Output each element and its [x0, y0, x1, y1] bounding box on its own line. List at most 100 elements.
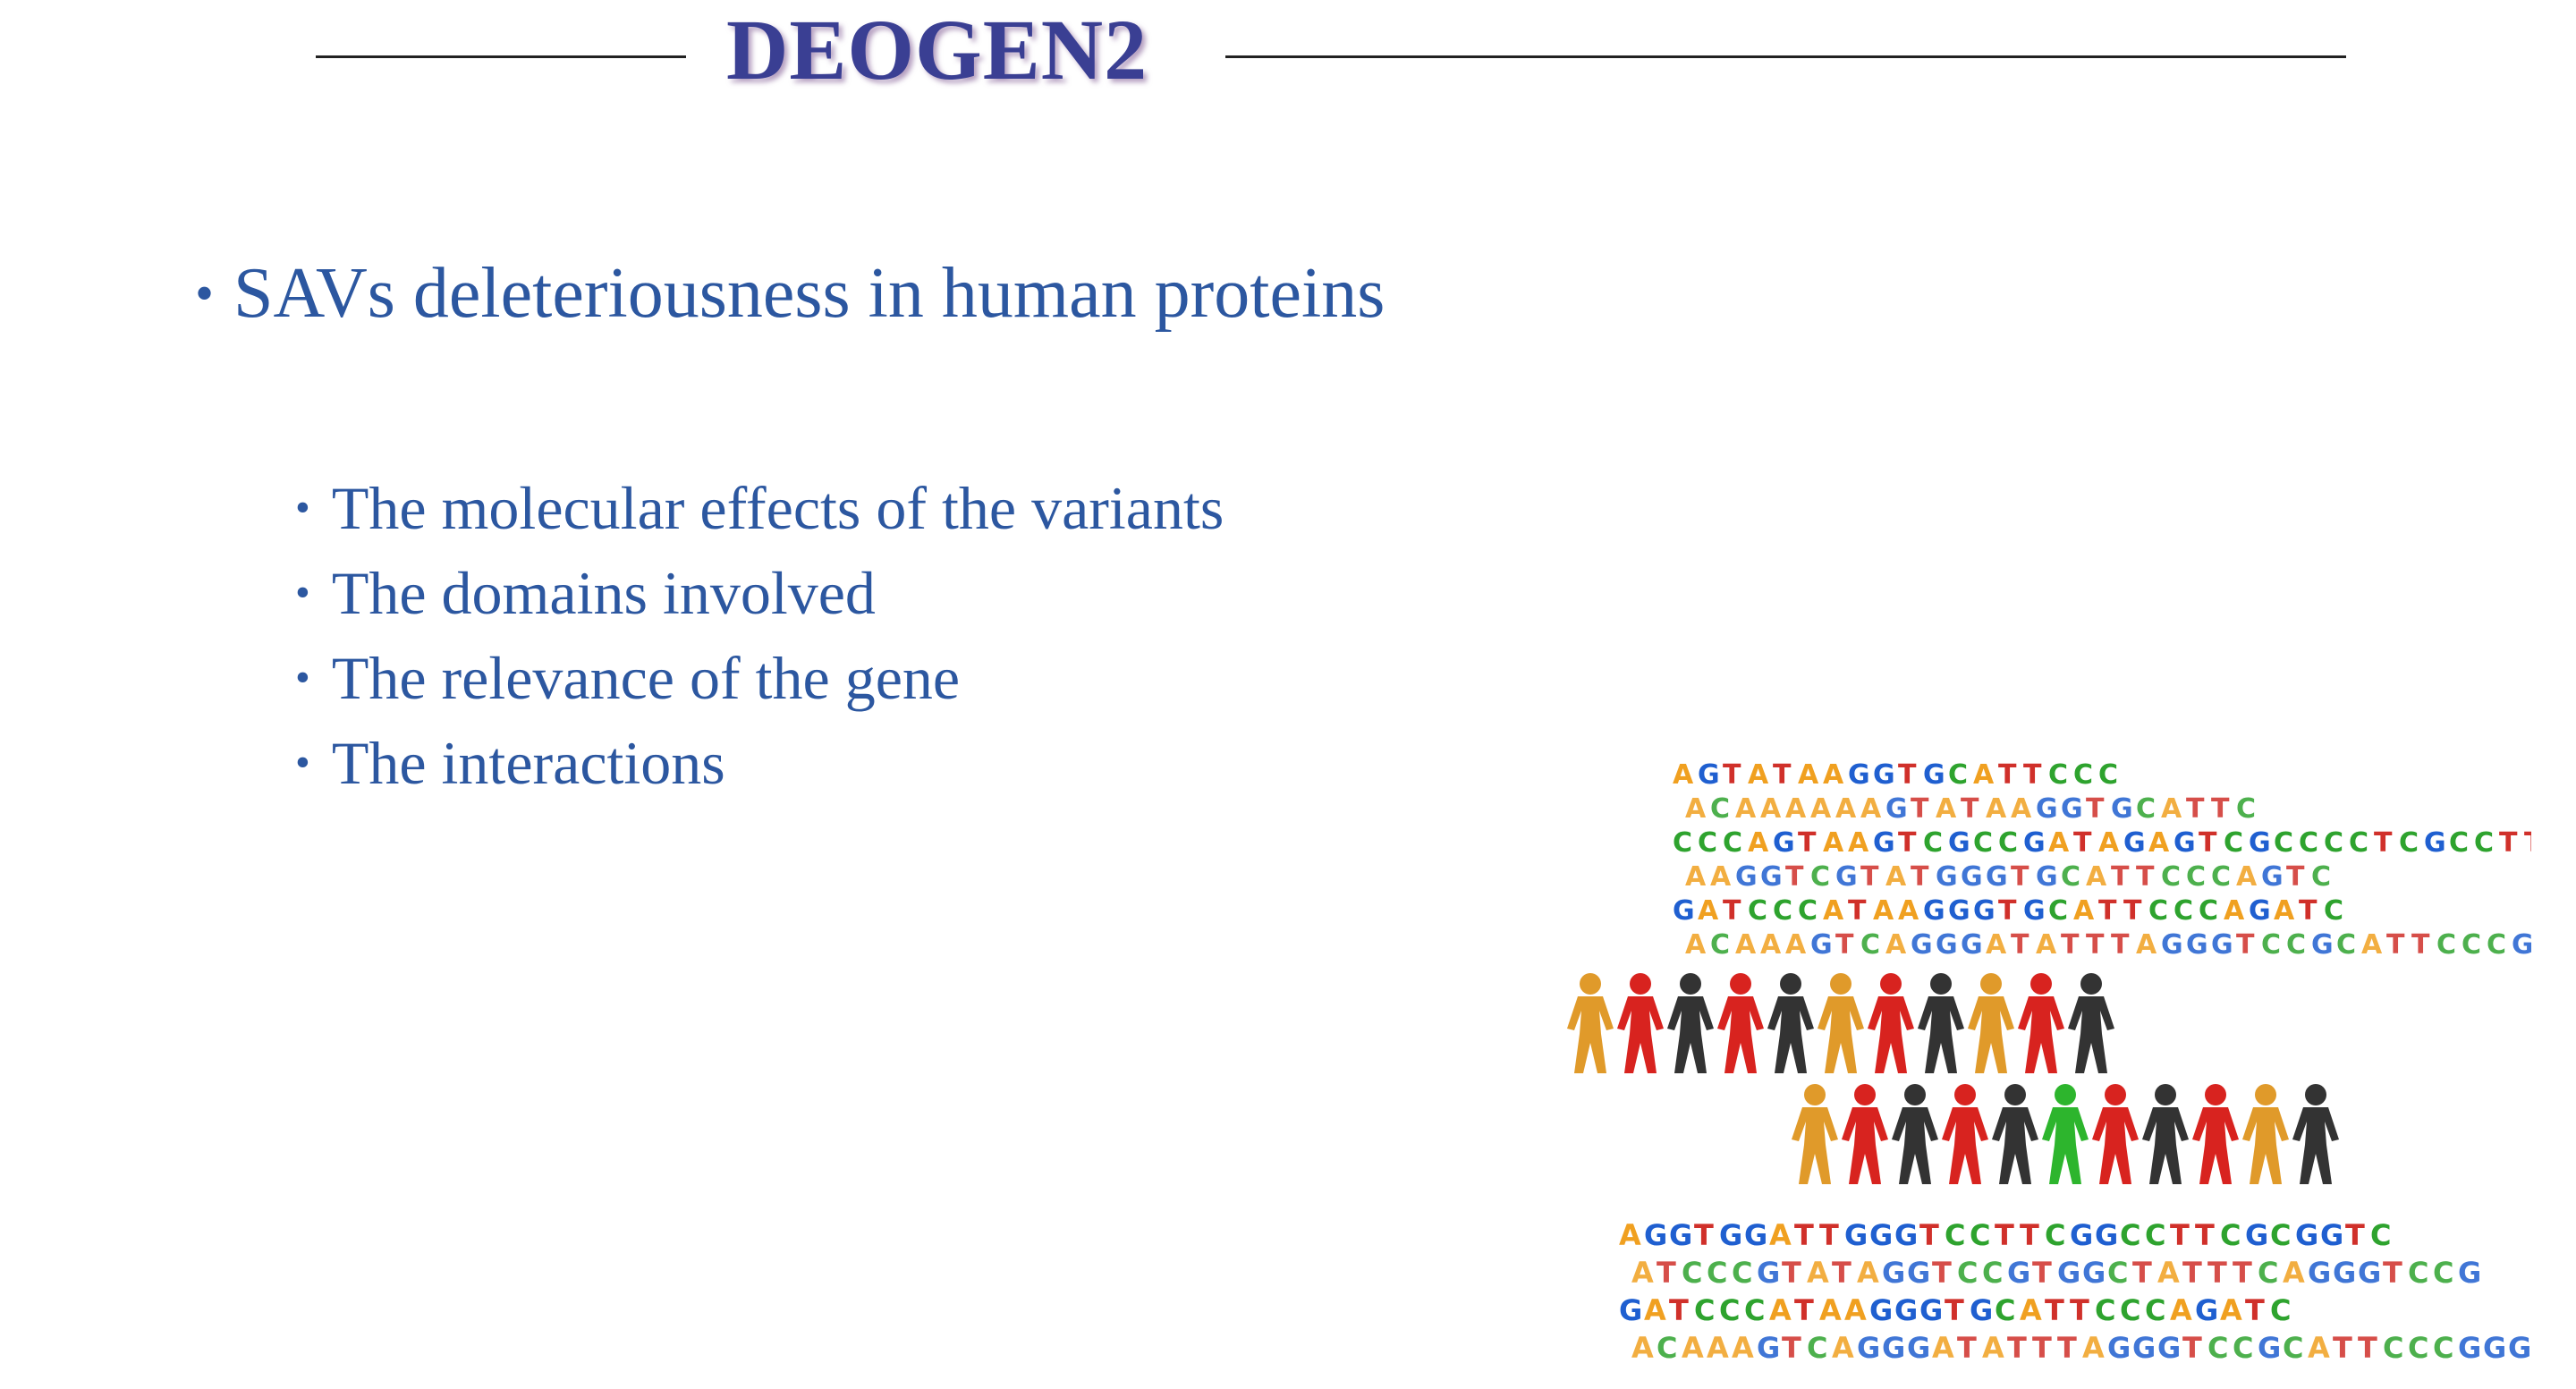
- dna-base: G: [1885, 793, 1908, 825]
- dna-base: C: [2258, 1256, 2278, 1290]
- dna-base: C: [2224, 827, 2243, 859]
- dna-base: T: [2086, 929, 2105, 961]
- dna-base: C: [2408, 1256, 2428, 1290]
- dna-base: G: [1698, 759, 1720, 791]
- dna-base: C: [2120, 1218, 2140, 1252]
- dna-base: G: [2249, 827, 2271, 859]
- dna-base: C: [2048, 759, 2068, 791]
- dna-base: T: [1782, 1256, 1801, 1290]
- sub-bullet-item: • The interactions: [295, 720, 1224, 805]
- dna-base: G: [1911, 929, 1933, 961]
- dna-base: G: [1919, 1293, 1943, 1327]
- dna-base: G: [2211, 929, 2233, 961]
- dna-base: G: [1735, 861, 1758, 893]
- dna-base: T: [2374, 827, 2393, 859]
- dna-base: C: [2274, 827, 2293, 859]
- dna-base: T: [2136, 861, 2155, 893]
- dna-base: T: [1794, 1293, 1814, 1327]
- dna-base: C: [2474, 827, 2494, 859]
- dna-base: C: [2161, 861, 2181, 893]
- dna-base: G: [2458, 1256, 2481, 1290]
- dna-base: A: [1760, 793, 1782, 825]
- dna-base: A: [1685, 793, 1707, 825]
- dna-base: G: [1857, 1331, 1880, 1365]
- dna-base: G: [2512, 929, 2531, 961]
- dna-base: A: [1823, 827, 1844, 859]
- dna-base: C: [2370, 1218, 2391, 1252]
- dna-base: G: [1673, 895, 1695, 927]
- dna-base: A: [1769, 1293, 1792, 1327]
- dna-base: T: [2499, 827, 2518, 859]
- dna-base: G: [2095, 1218, 2118, 1252]
- dna-base: T: [2211, 793, 2230, 825]
- dna-base: G: [2358, 1256, 2381, 1290]
- dna-base: A: [2236, 861, 2258, 893]
- dna-base: C: [2311, 861, 2331, 893]
- paper-doll-figure: [1767, 973, 1814, 1073]
- dna-base: T: [2073, 827, 2092, 859]
- dna-base: T: [2111, 929, 2130, 961]
- dna-base: C: [1810, 861, 1830, 893]
- slide-title: DEOGEN2: [726, 2, 1148, 97]
- dna-base: C: [1732, 1256, 1752, 1290]
- dna-base: C: [2336, 929, 2356, 961]
- dna-base: G: [2023, 895, 2046, 927]
- dna-base: T: [2524, 827, 2531, 859]
- dna-base: A: [1769, 1218, 1792, 1252]
- dna-base: C: [1948, 759, 1968, 791]
- dna-base: C: [1719, 1293, 1740, 1327]
- dna-base: A: [1698, 895, 1719, 927]
- dna-base: C: [1682, 1256, 1702, 1290]
- dna-base: T: [2236, 929, 2255, 961]
- dna-base: C: [2349, 827, 2368, 859]
- dna-base: A: [2220, 1293, 2242, 1327]
- dna-base: T: [1773, 759, 1792, 791]
- dna-base: G: [1719, 1218, 1742, 1252]
- dna-base: C: [2270, 1293, 2291, 1327]
- dna-base: C: [1707, 1256, 1727, 1290]
- dna-base: A: [2283, 1256, 2305, 1290]
- paper-doll-figure: [1567, 973, 1614, 1073]
- dna-base: A: [2136, 929, 2157, 961]
- paper-doll-figure: [2018, 973, 2064, 1073]
- dna-base: C: [2261, 929, 2281, 961]
- dna-base: G: [2036, 793, 2058, 825]
- dna-base: C: [2045, 1218, 2065, 1252]
- dna-base: T: [1782, 1331, 1801, 1365]
- dna-base: T: [2020, 1218, 2039, 1252]
- dna-base: G: [2007, 1256, 2030, 1290]
- dna-base: A: [1835, 793, 1857, 825]
- sub-bullet-item: • The molecular effects of the variants: [295, 465, 1224, 550]
- paper-doll-figure: [1617, 973, 1664, 1073]
- dna-base: A: [1936, 793, 1957, 825]
- dna-base: A: [2086, 861, 2107, 893]
- dna-base: C: [1710, 929, 1730, 961]
- bullet-dot-icon: •: [195, 264, 215, 323]
- dna-base: T: [2199, 827, 2217, 859]
- dna-base: A: [1823, 895, 1844, 927]
- dna-base: T: [2132, 1256, 2152, 1290]
- dna-base: G: [2132, 1331, 2156, 1365]
- dna-base: A: [1785, 793, 1807, 825]
- dna-base: T: [2045, 1293, 2064, 1327]
- dna-base: G: [1873, 827, 1895, 859]
- dna-base: T: [1998, 895, 2017, 927]
- paper-doll-figure: [2068, 973, 2114, 1073]
- paper-doll-figure: [1818, 973, 1864, 1073]
- dna-base: A: [1619, 1218, 1641, 1252]
- dna-base: C: [2120, 1293, 2140, 1327]
- dna-base: A: [2020, 1293, 2042, 1327]
- dna-base: G: [1757, 1256, 1780, 1290]
- dna-base: A: [1631, 1256, 1654, 1290]
- sub-bullet-item: • The relevance of the gene: [295, 635, 1224, 720]
- dna-base: T: [1911, 793, 1929, 825]
- dna-base: T: [2383, 1256, 2402, 1290]
- dna-base: C: [1694, 1293, 1715, 1327]
- dna-base: A: [1823, 759, 1844, 791]
- paper-doll-figure: [2142, 1084, 2189, 1184]
- dna-base: A: [2036, 929, 2057, 961]
- paper-doll-figure: [1667, 973, 1714, 1073]
- dna-base: G: [1936, 861, 1958, 893]
- dna-base: T: [1998, 759, 2017, 791]
- dna-base: A: [1848, 827, 1869, 859]
